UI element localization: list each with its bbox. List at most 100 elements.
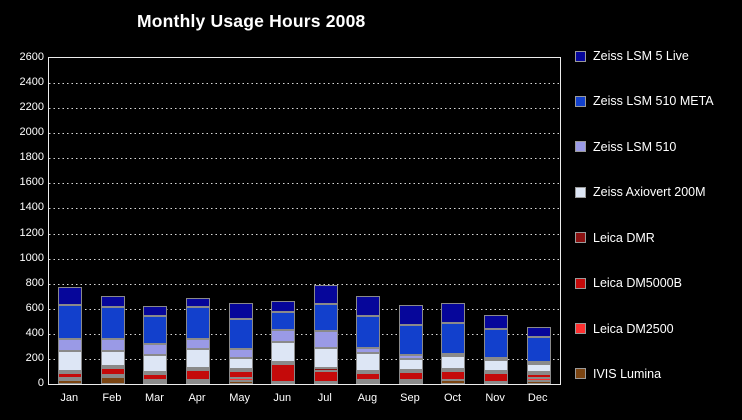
x-tick-label: Apr	[188, 392, 206, 404]
stacked-bar-apr	[186, 297, 211, 384]
segment	[484, 357, 509, 360]
segment	[143, 354, 168, 372]
legend-swatch-icon	[575, 232, 586, 244]
segment	[58, 372, 83, 378]
segment	[186, 369, 211, 380]
stacked-bar-jun	[271, 301, 296, 384]
legend-label: Zeiss Axiovert 200M	[593, 185, 706, 200]
segment	[228, 318, 253, 350]
segment	[526, 372, 551, 374]
bar-series	[49, 58, 560, 384]
segment	[398, 355, 423, 360]
segment	[271, 364, 296, 382]
segment	[526, 374, 551, 379]
segment	[398, 359, 423, 371]
gridline-1600	[49, 183, 560, 185]
segment	[526, 380, 551, 384]
bar-slot-feb	[92, 58, 135, 384]
segment	[313, 368, 338, 371]
legend-swatch-icon	[575, 323, 586, 335]
legend: Zeiss LSM 5 Live Zeiss LSM 510 META Zeiss …	[575, 49, 714, 381]
bar-slot-aug	[347, 58, 390, 384]
segment	[228, 303, 253, 319]
legend-swatch-icon	[575, 50, 586, 62]
bar-slot-nov	[475, 58, 518, 384]
y-tick-label: 2000	[19, 126, 44, 139]
segment	[58, 305, 83, 339]
segment	[228, 378, 253, 381]
y-tick-label: 2200	[19, 101, 44, 114]
segment	[228, 371, 253, 379]
legend-item: Leica DMR	[575, 231, 714, 245]
segment	[58, 379, 83, 384]
segment	[100, 368, 125, 376]
legend-swatch-icon	[575, 186, 586, 198]
segment	[143, 315, 168, 345]
bar-slot-may	[219, 58, 262, 384]
legend-swatch-icon	[575, 95, 586, 107]
bar-slot-jun	[262, 58, 305, 384]
segment	[526, 326, 551, 337]
segment	[186, 297, 211, 308]
x-tick-label: Jul	[317, 392, 332, 404]
y-tick-label: 0	[37, 377, 44, 389]
gridline-1000	[49, 258, 560, 260]
x-tick-label: Oct	[443, 392, 462, 404]
segment	[484, 359, 509, 372]
segment	[484, 371, 509, 374]
legend-label: Leica DM5000B	[593, 276, 682, 291]
segment	[58, 377, 83, 380]
segment	[228, 349, 253, 358]
segment	[398, 305, 423, 326]
segment	[441, 368, 466, 371]
segment	[58, 350, 83, 371]
bar-slot-apr	[177, 58, 220, 384]
segment	[398, 370, 423, 373]
gridline-800	[49, 283, 560, 285]
gridline-400	[49, 333, 560, 335]
stacked-bar-feb	[100, 296, 125, 384]
segment	[143, 371, 168, 374]
segment	[313, 284, 338, 304]
segment	[484, 382, 509, 384]
segment	[441, 356, 466, 369]
stacked-bar-aug	[356, 296, 381, 384]
segment	[356, 316, 381, 349]
y-tick-label: 800	[25, 276, 44, 289]
segment	[356, 382, 381, 384]
segment	[143, 373, 168, 380]
segment	[228, 380, 253, 384]
segment	[313, 370, 338, 382]
segment	[58, 338, 83, 351]
x-tick-label: Mar	[144, 392, 164, 404]
segment	[100, 296, 125, 307]
segment	[441, 380, 466, 384]
segment	[186, 382, 211, 384]
bar-slot-jul	[304, 58, 347, 384]
segment	[143, 305, 168, 316]
y-tick-label: 200	[25, 351, 44, 364]
segment	[186, 338, 211, 349]
segment	[398, 382, 423, 384]
segment	[356, 296, 381, 317]
bar-slot-jan	[49, 58, 92, 384]
stacked-bar-jan	[58, 286, 83, 384]
segment	[526, 361, 551, 364]
bar-slot-mar	[134, 58, 177, 384]
y-tick-label: 400	[25, 326, 44, 339]
stacked-bar-mar	[143, 305, 168, 384]
stacked-bar-sep	[398, 305, 423, 384]
segment	[356, 348, 381, 354]
segment	[313, 382, 338, 384]
gridline-600	[49, 308, 560, 310]
segment	[356, 353, 381, 372]
segment	[186, 380, 211, 382]
segment	[100, 306, 125, 339]
y-tick-label: 600	[25, 301, 44, 314]
bar-slot-oct	[432, 58, 475, 384]
legend-label: Zeiss LSM 5 Live	[593, 49, 689, 63]
gridline-2000	[49, 133, 560, 135]
segment	[143, 382, 168, 384]
legend-item: IVIS Lumina	[575, 367, 714, 381]
